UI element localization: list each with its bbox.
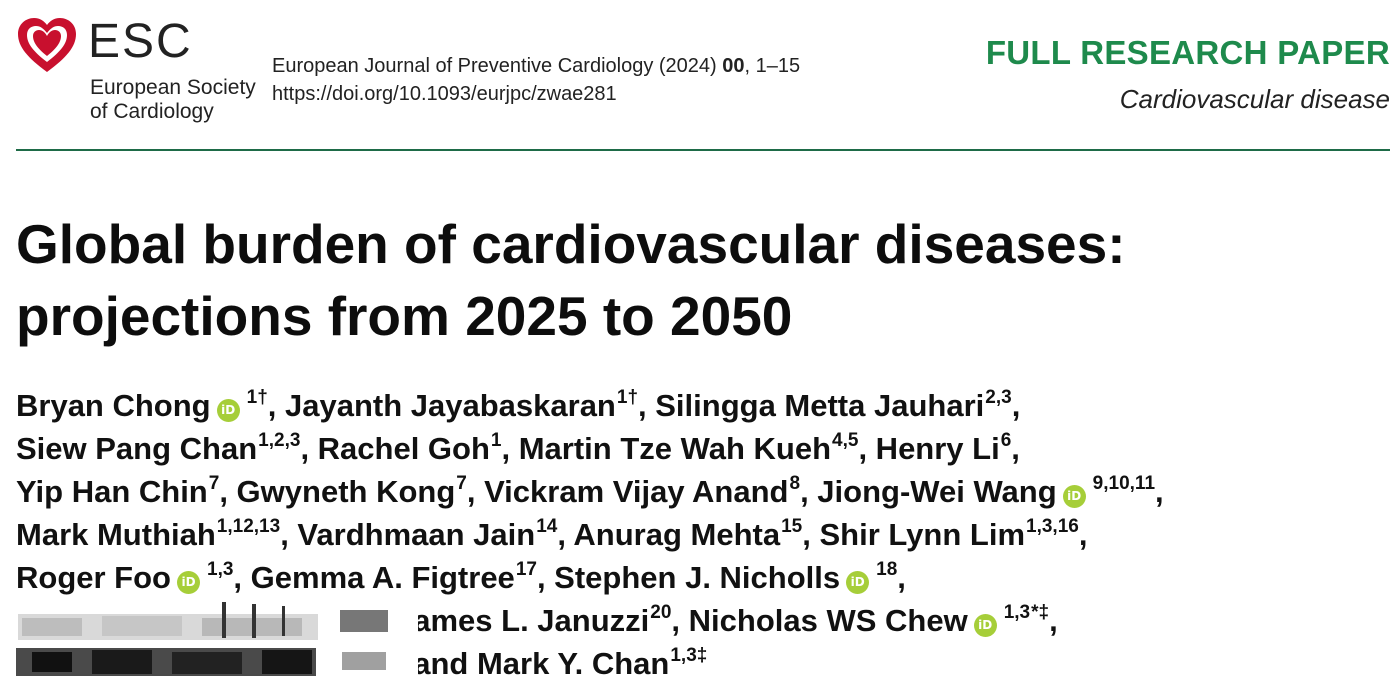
author-name: James L. Januzzi bbox=[396, 603, 650, 638]
author-name: , Shir Lynn Lim bbox=[802, 517, 1026, 552]
author-name: Roger Foo bbox=[16, 560, 171, 595]
title-line2: projections from 2025 to 2050 bbox=[16, 285, 793, 347]
separator: , bbox=[1011, 431, 1020, 466]
author-line-5: Roger Foo iD 1,3, Gemma A. Figtree17, Step… bbox=[16, 556, 1396, 599]
author-affiliation: 17 bbox=[515, 559, 537, 580]
society-name: European Society of Cardiology bbox=[90, 76, 256, 124]
author-name: , Rachel Goh bbox=[300, 431, 490, 466]
author-name: , Vickram Vijay Anand bbox=[466, 474, 789, 509]
journal-volume: 00 bbox=[722, 55, 745, 77]
author-affiliation: 14 bbox=[536, 516, 558, 537]
author-name: , Stephen J. Nicholls bbox=[536, 560, 841, 595]
author-affiliation: 2,3 bbox=[985, 387, 1012, 408]
author-name: Mark Muthiah bbox=[16, 517, 216, 552]
orcid-icon[interactable]: iD bbox=[973, 614, 997, 637]
author-name: , Gwyneth Kong bbox=[219, 474, 456, 509]
author-line-4: Mark Muthiah1,12,13, Vardhmaan Jain14, A… bbox=[16, 513, 1396, 556]
author-name: , Nicholas WS Chew bbox=[671, 603, 968, 638]
author-name: , Vardhmaan Jain bbox=[280, 517, 536, 552]
separator: , bbox=[1011, 388, 1021, 423]
author-affiliation: 7 bbox=[208, 473, 220, 494]
separator: , bbox=[1155, 474, 1164, 509]
separator: , bbox=[1078, 517, 1088, 552]
doi-link[interactable]: https://doi.org/10.1093/eurjpc/zwae281 bbox=[272, 83, 617, 105]
author-affiliation: 1,3 bbox=[1003, 602, 1031, 623]
header-divider bbox=[16, 149, 1390, 151]
author-affiliation: 4,5 bbox=[832, 430, 859, 451]
corresponding-marks: *‡ bbox=[1031, 602, 1050, 623]
author-name: Yip Han Chin bbox=[16, 474, 208, 509]
title-line1: Global burden of cardiovascular diseases… bbox=[16, 213, 1126, 275]
author-affiliation: 8 bbox=[789, 473, 801, 494]
obscured-region bbox=[12, 600, 330, 680]
author-affiliation: 1† bbox=[616, 387, 639, 408]
author-line-3: Yip Han Chin7, Gwyneth Kong7, Vickram Vi… bbox=[16, 470, 1396, 513]
author-line-6: James L. Januzzi20, Nicholas WS Chew iD 1,… bbox=[16, 599, 1396, 642]
society-name-line1: European Society bbox=[90, 76, 256, 99]
orcid-icon[interactable]: iD bbox=[846, 571, 870, 594]
author-name: , Jayanth Jayabaskaran bbox=[267, 388, 616, 423]
author-affiliation: 1,2,3 bbox=[258, 430, 301, 451]
author-affiliation: 1† bbox=[246, 387, 268, 408]
heart-logo-icon bbox=[18, 18, 76, 72]
author-name: Siew Pang Chan bbox=[16, 431, 258, 466]
author-affiliation: 18 bbox=[876, 559, 898, 580]
paper-title: Global burden of cardiovascular diseases… bbox=[16, 208, 1386, 352]
obscured-fragment bbox=[338, 600, 418, 680]
paper-type: FULL RESEARCH PAPER bbox=[985, 34, 1390, 71]
author-line-7: , and Mark Y. Chan1,3‡ bbox=[16, 642, 1396, 685]
author-name: , Gemma A. Figtree bbox=[233, 560, 515, 595]
author-name: , Jiong-Wei Wang bbox=[800, 474, 1057, 509]
author-name: Mark Y. Chan bbox=[476, 646, 670, 681]
author-list: Bryan Chong iD1†, Jayanth Jayabaskaran1†,… bbox=[16, 384, 1396, 685]
author-affiliation: 6 bbox=[1000, 430, 1012, 451]
author-affiliation: 1 bbox=[490, 430, 502, 451]
author-name: , Silingga Metta Jauhari bbox=[638, 388, 985, 423]
author-name: Bryan Chong bbox=[16, 388, 211, 423]
separator: , bbox=[1049, 603, 1058, 638]
orcid-icon[interactable]: iD bbox=[177, 571, 200, 594]
author-line-2: Siew Pang Chan1,2,3, Rachel Goh1, Martin… bbox=[16, 427, 1396, 470]
author-affiliation: 20 bbox=[650, 602, 672, 623]
author-name: , Anurag Mehta bbox=[557, 517, 781, 552]
author-line-1: Bryan Chong iD 1†, Jayanth Jayabaskaran1†,… bbox=[16, 384, 1396, 427]
separator: , bbox=[897, 560, 906, 595]
paper-category: Cardiovascular disease bbox=[1119, 84, 1390, 114]
orcid-icon[interactable]: iD bbox=[1062, 485, 1086, 508]
logo-abbreviation: ESC bbox=[88, 15, 193, 68]
author-affiliation: 7 bbox=[456, 473, 467, 494]
society-name-line2: of Cardiology bbox=[90, 100, 214, 123]
orcid-icon[interactable]: iD bbox=[216, 399, 240, 422]
author-name: , Henry Li bbox=[858, 431, 1000, 466]
author-affiliation: 1,12,13 bbox=[216, 516, 281, 537]
author-name: , Martin Tze Wah Kueh bbox=[501, 431, 832, 466]
journal-citation: European Journal of Preventive Cardiolog… bbox=[272, 52, 800, 80]
journal-info: European Journal of Preventive Cardiolog… bbox=[272, 52, 800, 108]
author-affiliation: 1,3 bbox=[207, 559, 234, 580]
journal-name: European Journal of Preventive Cardiolog… bbox=[272, 55, 717, 77]
author-affiliation: 1,3‡ bbox=[670, 645, 708, 666]
author-affiliation: 15 bbox=[781, 516, 803, 537]
author-affiliation: 1,3,16 bbox=[1026, 516, 1079, 537]
author-affiliation: 9,10,11 bbox=[1092, 473, 1156, 494]
journal-pages: , 1–15 bbox=[744, 55, 801, 77]
